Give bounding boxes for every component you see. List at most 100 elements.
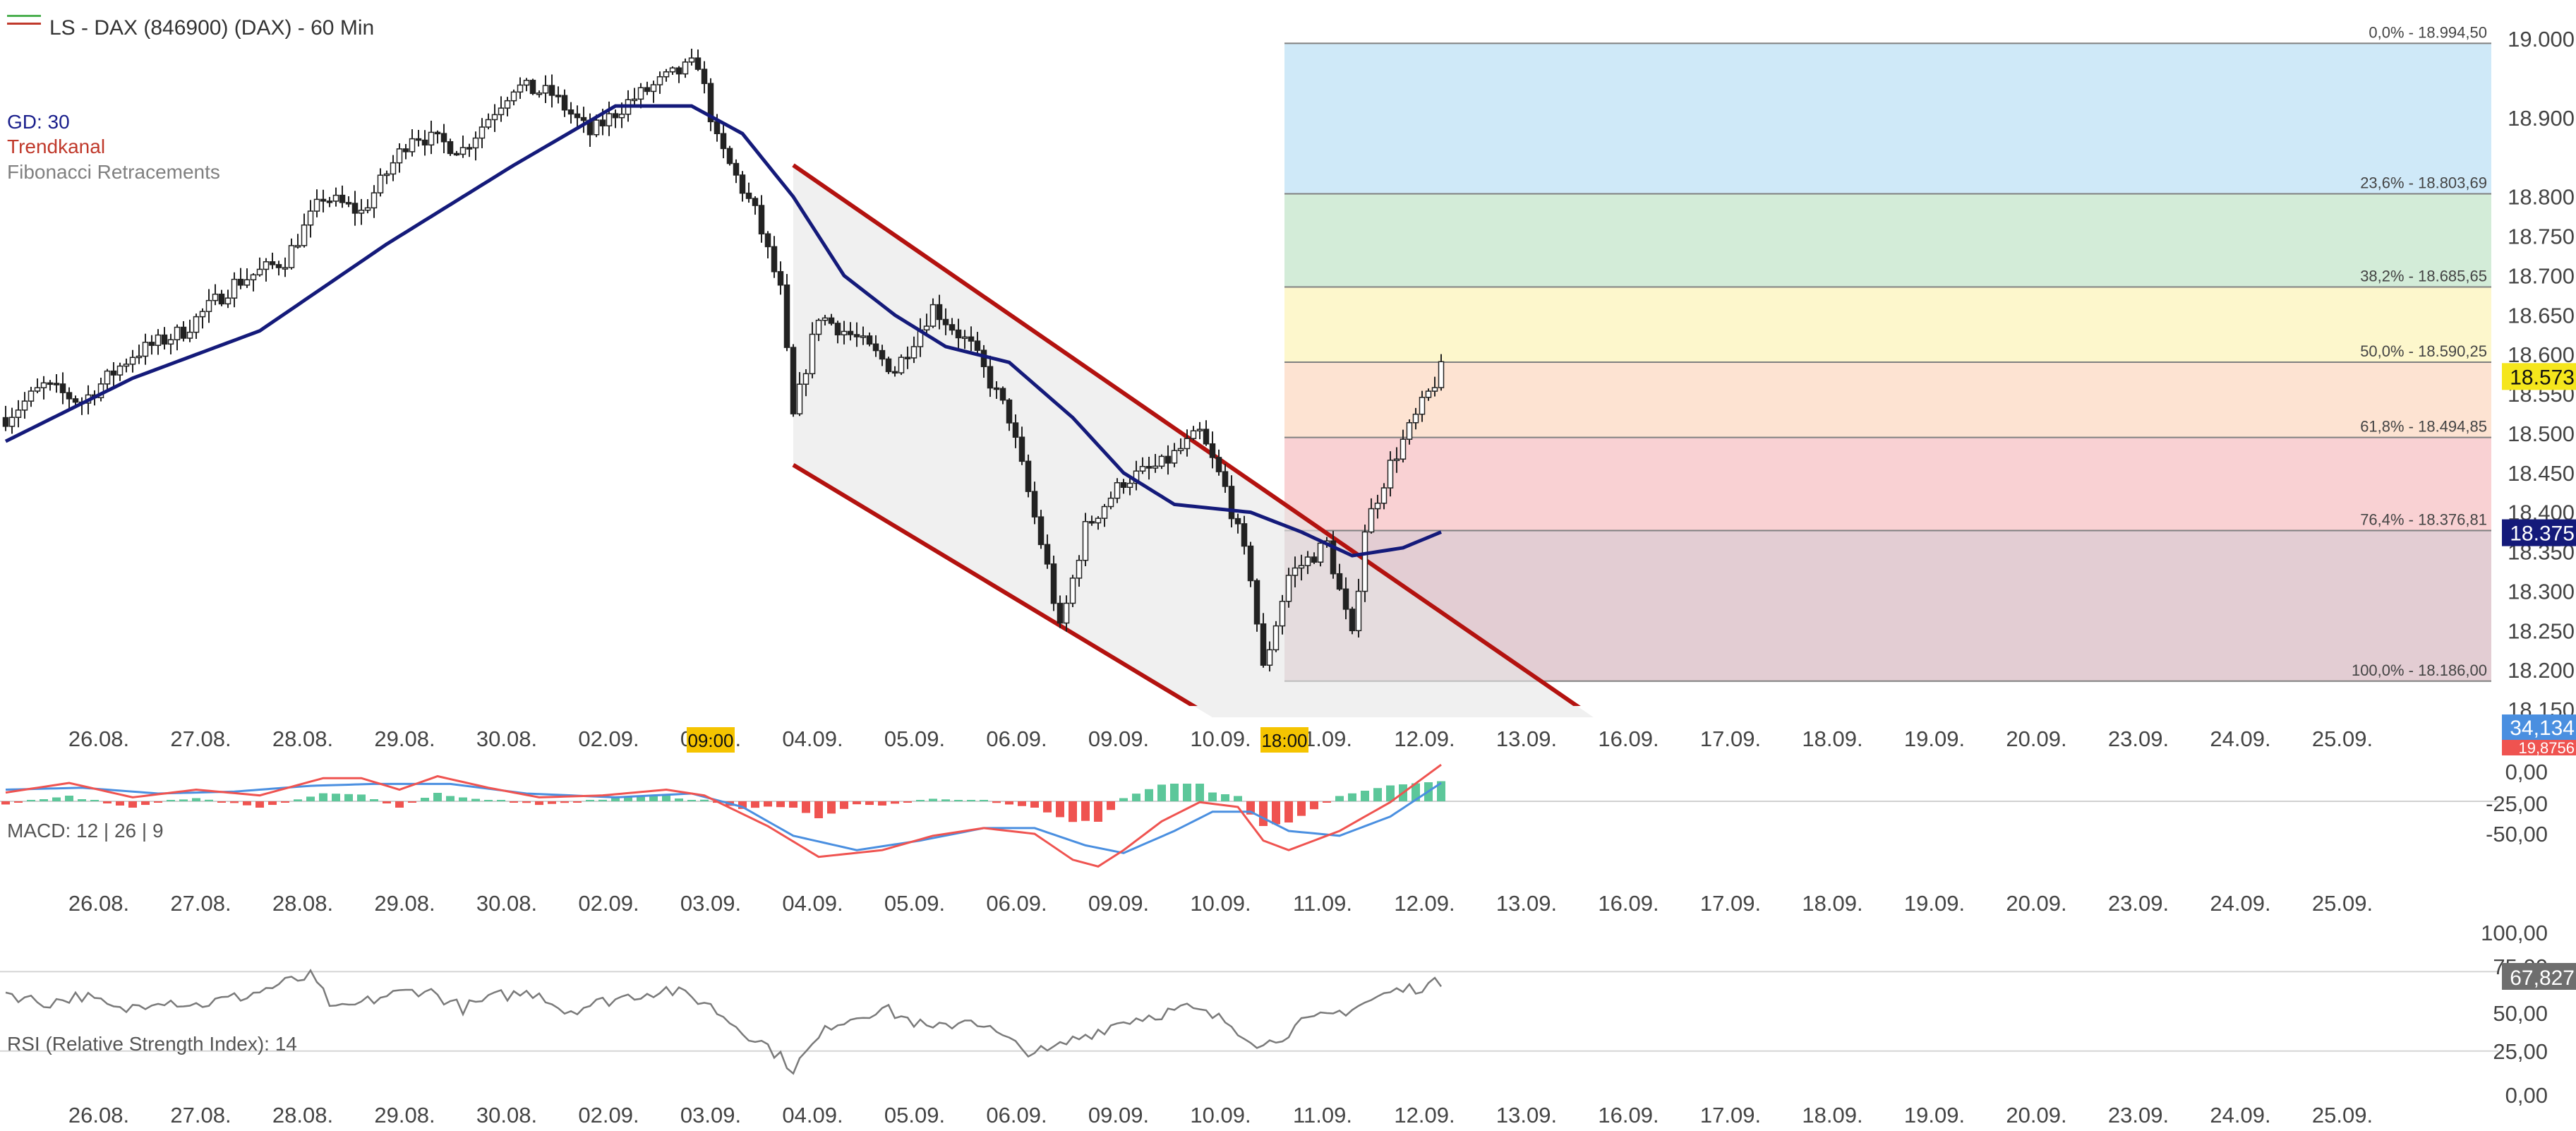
candle-body — [688, 57, 695, 63]
macd-histogram-bar — [344, 794, 353, 801]
candle-body — [21, 400, 28, 411]
price-tick-label: 18.600 — [2508, 342, 2575, 367]
legend-fibonacci-label: Fibonacci Retracements — [7, 161, 220, 183]
macd-histogram-bar — [90, 800, 99, 801]
macd-histogram-bar — [192, 798, 200, 801]
macd-histogram-bar — [789, 801, 798, 808]
date-tick-label: 16.09. — [1598, 726, 1659, 751]
candle-body — [231, 278, 238, 299]
macd-histogram-bar — [1170, 784, 1179, 801]
date-tick-label: 11.09. — [1293, 1103, 1352, 1127]
macd-histogram-bar — [510, 801, 518, 803]
date-tick-label: 16.09. — [1598, 1103, 1659, 1127]
date-tick-label: 28.08. — [272, 726, 333, 751]
candle-body — [498, 107, 505, 116]
candle-body — [663, 71, 670, 78]
rsi-tick-label: 25,00 — [2493, 1039, 2548, 1064]
candle-body — [561, 95, 568, 111]
candle-body — [1304, 556, 1311, 566]
legend-trendkanal-label: Trendkanal — [7, 136, 106, 157]
candle-body — [320, 198, 327, 202]
date-tick-label: 30.08. — [476, 1103, 537, 1127]
candle-body — [459, 147, 467, 155]
legend-ma-label: GD: 30 — [7, 111, 70, 133]
fibonacci-band — [1284, 437, 2491, 531]
date-tick-label: 20.09. — [2006, 1103, 2066, 1127]
candle-body — [815, 319, 822, 335]
time-marker-label: 18:00 — [1261, 730, 1307, 751]
date-tick-label: 28.08. — [272, 891, 333, 916]
rsi-title: RSI (Relative Strength Index): 14 — [7, 1033, 297, 1055]
candle-body — [307, 210, 314, 226]
candle-body — [720, 133, 727, 150]
price-tick-label: 18.650 — [2508, 303, 2575, 328]
candle-body — [250, 274, 257, 281]
date-tick-label: 20.09. — [2006, 726, 2066, 751]
candle-body — [1107, 497, 1114, 508]
candle-body — [796, 383, 803, 414]
candle-body — [2, 417, 9, 427]
macd-histogram-bar — [1, 801, 10, 805]
candle-body — [218, 293, 225, 305]
candle-body — [485, 119, 492, 128]
macd-value-badge — [2502, 714, 2576, 740]
candle-body — [332, 194, 339, 202]
macd-histogram-bar — [40, 799, 48, 801]
price-tick-label: 18.700 — [2508, 263, 2575, 288]
candle-body — [860, 335, 867, 338]
date-tick-label: 27.08. — [170, 891, 231, 916]
candle-body — [224, 297, 231, 305]
candle-body — [606, 113, 613, 126]
candle-body — [212, 293, 219, 301]
macd-value-axis: 0,00 -25,00 -50,00 — [2486, 760, 2548, 846]
macd-histogram-bar — [611, 798, 620, 801]
candle-body — [593, 119, 600, 136]
candle-body — [1025, 460, 1032, 492]
candle-body — [1018, 436, 1025, 462]
price-tick-label: 18.450 — [2508, 461, 2575, 486]
candle-body — [841, 330, 848, 335]
candle-body — [682, 61, 689, 75]
candle-body — [1380, 487, 1388, 504]
candle-body — [790, 347, 797, 414]
candle-body — [390, 162, 397, 175]
price-tick-label: 18.900 — [2508, 106, 2575, 131]
ma-value-label: 18.375 — [2510, 522, 2575, 546]
candle-body — [199, 311, 206, 318]
macd-histogram-bar — [586, 800, 594, 801]
macd-histogram-bar — [662, 796, 670, 801]
candle-body — [1425, 390, 1432, 398]
candle-body — [1412, 413, 1419, 424]
macd-histogram-bar — [992, 801, 1001, 803]
macd-histogram-bar — [1081, 801, 1090, 821]
time-marker-label: 09:00 — [687, 730, 733, 751]
macd-histogram-bar — [446, 796, 455, 801]
candle-body — [1393, 458, 1400, 462]
date-tick-label: 09.09. — [1088, 891, 1149, 916]
candle-body — [631, 98, 638, 102]
date-tick-label: 04.09. — [782, 1103, 843, 1127]
macd-histogram-bar — [560, 801, 569, 803]
date-tick-label: 12.09. — [1394, 726, 1455, 751]
date-tick-label: 09.09. — [1088, 726, 1149, 751]
candle-body — [771, 246, 778, 273]
candle-body — [428, 131, 435, 146]
date-tick-label: 06.09. — [986, 891, 1047, 916]
macd-histogram-bar — [1094, 801, 1102, 822]
macd-histogram-bar — [1145, 789, 1153, 801]
candle-body — [447, 141, 454, 155]
macd-value-label: 34,134 — [2510, 717, 2575, 740]
macd-histogram-bar — [1030, 801, 1039, 808]
candle-body — [409, 138, 416, 152]
date-tick-label: 18.09. — [1802, 891, 1862, 916]
date-tick-label: 19.09. — [1904, 891, 1965, 916]
candle-body — [104, 370, 111, 385]
candle-body — [243, 279, 251, 286]
date-tick-label: 17.09. — [1700, 1103, 1761, 1127]
candle-body — [504, 100, 511, 109]
candle-body — [1203, 429, 1210, 445]
candle-body — [879, 349, 886, 360]
candle-body — [1368, 508, 1375, 533]
trend-channel-lower-line — [792, 463, 1198, 706]
macd-histogram-bar — [802, 801, 810, 813]
